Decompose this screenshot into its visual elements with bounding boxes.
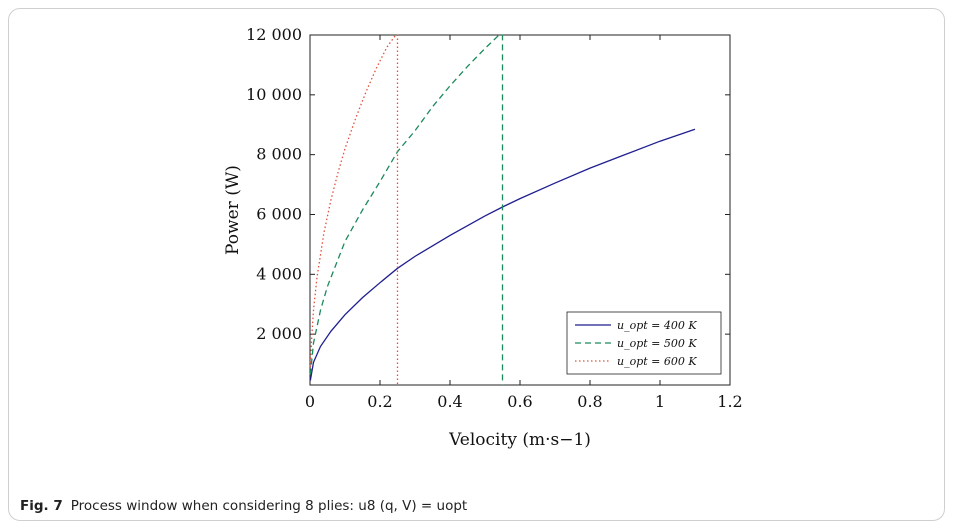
x-tick-label: 0.6 xyxy=(507,392,532,411)
legend-label: u_opt = 400 K xyxy=(617,319,697,332)
series-line-3 xyxy=(309,34,399,385)
legend-label: u_opt = 600 K xyxy=(617,355,697,368)
x-tick-label: 0.8 xyxy=(577,392,602,411)
y-tick-label: 8 000 xyxy=(256,145,302,164)
y-tick-label: 10 000 xyxy=(246,85,302,104)
y-axis-label: Power (W) xyxy=(223,165,243,255)
series-line-2 xyxy=(309,34,504,385)
caption-text: Process window when considering 8 plies:… xyxy=(70,498,468,514)
y-tick-label: 2 000 xyxy=(256,324,302,343)
figure-frame xyxy=(8,8,945,521)
y-tick-label: 6 000 xyxy=(256,204,302,223)
x-tick-label: 0.2 xyxy=(367,392,392,411)
legend-box xyxy=(566,311,722,375)
figure-label: Fig. 7 xyxy=(20,498,63,514)
x-tick-label: 0 xyxy=(305,392,315,411)
x-tick-label: 1 xyxy=(655,392,665,411)
x-axis-label: Velocity (m·s−1) xyxy=(448,430,591,450)
x-tick-label: 1.2 xyxy=(717,392,742,411)
y-tick-label: 12 000 xyxy=(246,25,302,44)
legend-label: u_opt = 500 K xyxy=(617,337,697,350)
y-tick-label: 4 000 xyxy=(256,264,302,283)
legend: u_opt = 400 K u_opt = 500 K u_opt = 600 K xyxy=(566,311,722,375)
x-tick-label: 0.4 xyxy=(437,392,462,411)
figure-caption: Fig. 7 Process window when considering 8 … xyxy=(20,498,467,514)
series-line-1 xyxy=(309,128,696,381)
